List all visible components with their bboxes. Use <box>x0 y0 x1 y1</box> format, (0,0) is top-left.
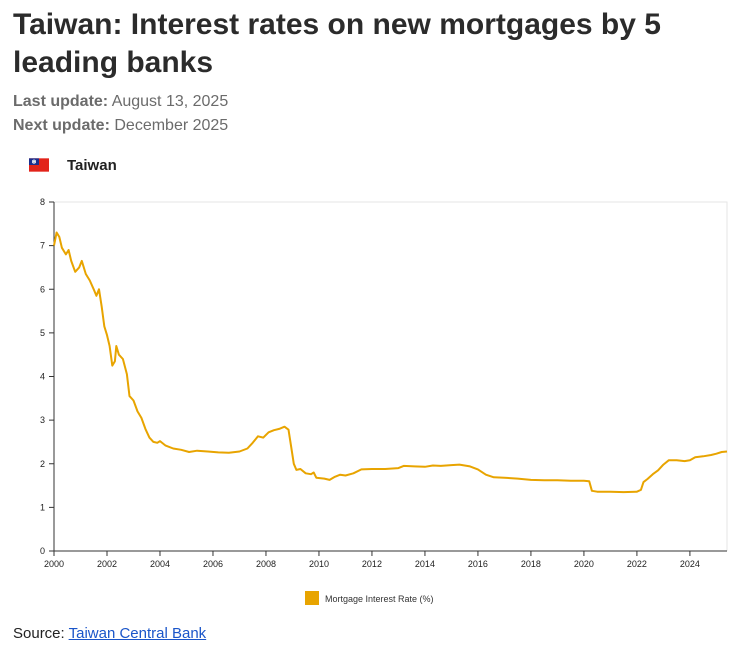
series-line-mortgage-rate <box>53 231 728 494</box>
x-tick-label: 2014 <box>415 559 435 569</box>
last-update: Last update: August 13, 2025 <box>13 93 228 111</box>
x-tick-label: 2020 <box>574 559 594 569</box>
country-row: Taiwan <box>29 155 117 175</box>
y-tick-label: 7 <box>40 241 45 251</box>
x-tick-label: 2008 <box>256 559 276 569</box>
legend-swatch[interactable] <box>305 591 319 605</box>
page-title: Taiwan: Interest rates on new mortgages … <box>13 8 661 79</box>
source-label: Source: <box>13 625 65 642</box>
next-update-label: Next update: <box>13 117 110 134</box>
y-tick-label: 0 <box>40 546 45 556</box>
source-link[interactable]: Taiwan Central Bank <box>68 625 207 642</box>
x-tick-label: 2010 <box>309 559 329 569</box>
x-tick-label: 2018 <box>521 559 541 569</box>
country-name: Taiwan <box>67 156 117 174</box>
y-tick-label: 5 <box>40 328 45 338</box>
y-tick-label: 1 <box>40 502 45 512</box>
x-tick-label: 2006 <box>203 559 223 569</box>
x-tick-label: 2022 <box>627 559 647 569</box>
last-update-value: August 13, 2025 <box>111 93 229 110</box>
chart-axes: 0 1 2 3 4 5 6 7 8 2000 2002 2004 2006 2008 2010 2012 201… <box>40 197 728 569</box>
y-tick-label: 8 <box>40 197 45 207</box>
y-tick-label: 4 <box>40 372 45 382</box>
last-update-label: Last update: <box>13 93 109 110</box>
x-tick-label: 2004 <box>150 559 170 569</box>
next-update-value: December 2025 <box>114 117 229 134</box>
x-tick-label: 2016 <box>468 559 488 569</box>
line-chart: 0 1 2 3 4 5 6 7 8 2000 2002 2004 2006 2008 2010 2012 201… <box>40 197 728 605</box>
next-update: Next update: December 2025 <box>13 117 228 135</box>
x-tick-label: 2000 <box>44 559 64 569</box>
legend-label[interactable]: Mortgage Interest Rate (%) <box>325 594 434 604</box>
source-line: Source: Taiwan Central Bank <box>13 625 206 642</box>
y-tick-label: 2 <box>40 459 45 469</box>
x-tick-label: 2002 <box>97 559 117 569</box>
x-tick-label: 2012 <box>362 559 382 569</box>
taiwan-flag-icon <box>29 158 49 172</box>
y-tick-label: 3 <box>40 415 45 425</box>
chart-legend[interactable]: Mortgage Interest Rate (%) <box>305 591 434 605</box>
chart-series <box>53 231 728 494</box>
y-tick-label: 6 <box>40 284 45 294</box>
x-tick-label: 2024 <box>680 559 700 569</box>
plot-frame <box>54 201 728 551</box>
